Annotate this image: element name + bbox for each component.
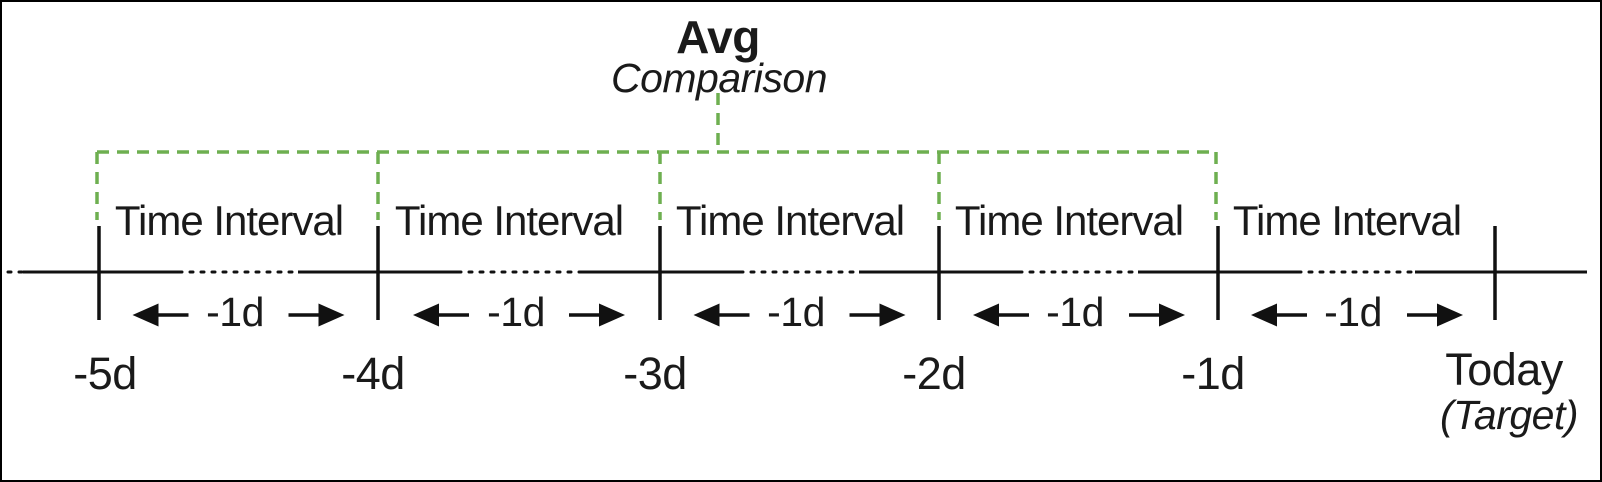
tick-label-minus-4d: -4d [341,348,405,399]
interval-label: Time Interval [675,197,905,244]
tick-label-minus-5d: -5d [73,348,137,399]
right-arrow-icon [288,303,345,327]
tick-label-minus-3d: -3d [623,348,687,399]
interval-label: Time Interval [1232,197,1462,244]
interval-duration: -1d [206,289,264,335]
interval-duration: -1d [1324,289,1382,335]
duration-arrows [132,303,1463,327]
timeline-axis [6,226,1587,320]
tick-label-minus-1d: -1d [1181,348,1245,399]
interval-label: Time Interval [954,197,1184,244]
right-arrow-icon [849,303,906,327]
left-arrow-icon [693,303,750,327]
right-arrow-icon [569,303,625,327]
right-arrow-icon [1129,303,1185,327]
tick-label-today: Today [1445,344,1563,395]
interval-label: Time Interval [114,197,344,244]
interval-duration: -1d [1046,289,1104,335]
left-arrow-icon [132,303,189,327]
left-arrow-icon [1251,303,1307,327]
left-arrow-icon [413,303,469,327]
interval-duration: -1d [767,289,825,335]
left-arrow-icon [973,303,1029,327]
title-avg: Avg [676,11,760,63]
comparison-bracket [95,93,1218,220]
axis-tick-marks [97,226,1497,320]
right-arrow-icon [1407,303,1463,327]
interval-label: Time Interval [394,197,624,244]
target-note: (Target) [1439,392,1579,438]
interval-duration: -1d [487,289,545,335]
title-comparison: Comparison [610,55,828,101]
tick-label-minus-2d: -2d [902,348,966,399]
